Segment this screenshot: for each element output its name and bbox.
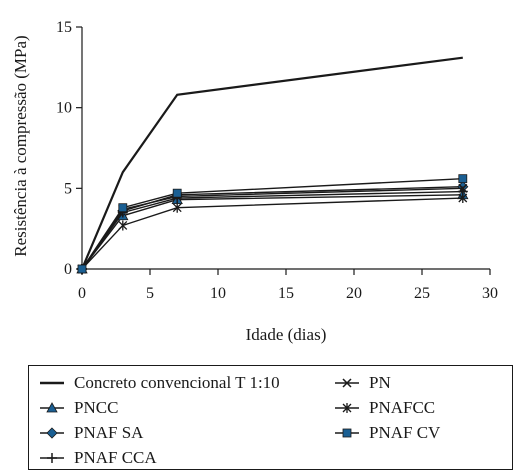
data-point (172, 188, 182, 198)
x-tick-label: 30 (482, 285, 498, 302)
y-tick-label: 10 (56, 100, 72, 117)
x-tick-label: 25 (414, 285, 430, 302)
legend-item: PNAFCC (335, 398, 435, 418)
series-line (81, 197, 463, 270)
legend-marker (342, 378, 352, 388)
data-point (118, 220, 128, 231)
series-group (76, 56, 469, 275)
legend-symbol (40, 381, 64, 385)
data-point (458, 193, 468, 204)
legend-label: Concreto convencional T 1:10 (74, 373, 280, 392)
legend-marker (47, 453, 57, 463)
legend-marker (46, 427, 58, 439)
legend-label: PN (369, 373, 391, 392)
series-line (81, 190, 463, 270)
series-line (81, 177, 463, 270)
legend-item: PNAF CCA (40, 448, 157, 468)
legend-symbol (40, 427, 64, 439)
legend-item: PNAF CV (335, 423, 440, 443)
y-tick-label: 15 (56, 19, 72, 36)
x-tick-label: 10 (210, 285, 226, 302)
legend: Concreto convencional T 1:10 PNCC PNAF SA P… (28, 365, 513, 470)
series-2 (76, 188, 469, 274)
data-point (118, 203, 128, 213)
series-line (81, 194, 463, 270)
legend-marker (46, 402, 58, 413)
legend-symbol (40, 402, 64, 413)
x-tick-label: 20 (346, 285, 362, 302)
x-axis-label: Idade (dias) (246, 325, 327, 344)
legend-marker (342, 428, 352, 438)
series-1 (80, 56, 463, 270)
data-point (172, 202, 182, 213)
series-line (81, 186, 463, 270)
legend-label: PNCC (74, 398, 119, 417)
legend-label: PNAFCC (369, 398, 436, 417)
series-6 (77, 193, 468, 274)
y-tick-label: 5 (64, 180, 72, 197)
x-tick-label: 0 (78, 285, 86, 302)
series-7 (77, 174, 468, 274)
legend-item: Concreto convencional T 1:10 (40, 373, 280, 393)
legend-symbol (335, 428, 359, 438)
x-tick-label: 5 (146, 285, 154, 302)
legend-item: PNAF SA (40, 423, 143, 443)
axes: 0 5 10 15 0 5 10 15 20 25 30 (56, 19, 498, 302)
y-axis-label: Resistência à compressão (MPa) (11, 35, 30, 256)
legend-item: PNCC (40, 398, 118, 418)
legend-symbol (40, 453, 64, 463)
x-tick-label: 15 (278, 285, 294, 302)
data-point (77, 264, 87, 274)
series-line (80, 56, 463, 270)
legend-symbol (335, 378, 359, 388)
data-point (458, 183, 468, 193)
data-point (458, 174, 468, 184)
legend-marker (342, 403, 352, 413)
legend-label: PNAF CCA (74, 448, 157, 467)
legend-symbol (335, 403, 359, 413)
legend-label: PNAF SA (74, 423, 144, 442)
legend-label: PNAF CV (369, 423, 441, 442)
y-tick-label: 0 (64, 261, 72, 278)
legend-item: PN (335, 373, 391, 393)
